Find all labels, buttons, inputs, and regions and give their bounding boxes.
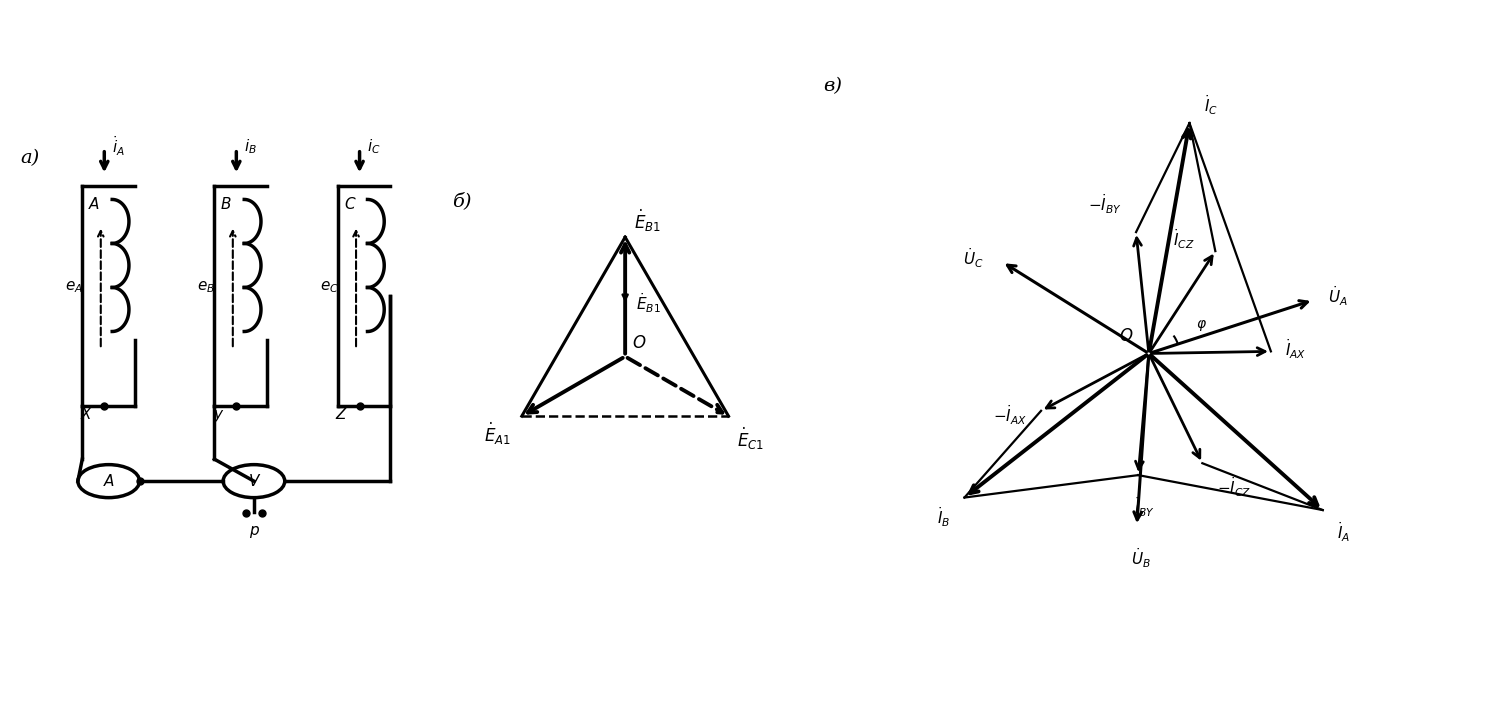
- Text: в): в): [824, 77, 843, 95]
- Text: $\dot{I}_{AX}$: $\dot{I}_{AX}$: [1285, 337, 1307, 361]
- Text: $\dot{U}_A$: $\dot{U}_A$: [1328, 284, 1347, 308]
- Text: O: O: [633, 334, 646, 351]
- Text: $\dot{I}_C$: $\dot{I}_C$: [1204, 93, 1217, 117]
- Text: $\dot{I}_{CZ}$: $\dot{I}_{CZ}$: [1173, 227, 1195, 251]
- Text: $\dot{E}_{B1}$: $\dot{E}_{B1}$: [636, 291, 661, 315]
- Text: $i_B$: $i_B$: [245, 137, 257, 156]
- Text: O: O: [1119, 327, 1132, 345]
- Text: $e_B$: $e_B$: [197, 280, 215, 296]
- Text: $\dot{U}_B$: $\dot{U}_B$: [1131, 547, 1150, 570]
- Text: $\dot{I}_{BY}$: $\dot{I}_{BY}$: [1134, 496, 1155, 519]
- Text: а): а): [21, 149, 40, 167]
- Text: $\dot{E}_{C1}$: $\dot{E}_{C1}$: [737, 426, 764, 452]
- Text: A: A: [103, 474, 113, 489]
- Text: $-\dot{I}_{AX}$: $-\dot{I}_{AX}$: [992, 403, 1026, 427]
- Text: X: X: [81, 407, 91, 422]
- Text: y: y: [213, 407, 222, 422]
- Text: $e_A$: $e_A$: [66, 280, 84, 296]
- Text: $\dot{I}_B$: $\dot{I}_B$: [937, 506, 950, 530]
- Text: $-\dot{I}_{CZ}$: $-\dot{I}_{CZ}$: [1216, 475, 1250, 499]
- Text: $\dot{E}_{A1}$: $\dot{E}_{A1}$: [483, 421, 512, 447]
- Text: $\dot{I}_A$: $\dot{I}_A$: [1337, 520, 1350, 544]
- Text: $i_C$: $i_C$: [367, 137, 380, 156]
- Text: V: V: [249, 474, 260, 489]
- Text: $\dot{U}_C$: $\dot{U}_C$: [964, 246, 983, 269]
- Text: Z: Z: [336, 407, 346, 422]
- Text: B: B: [221, 197, 231, 212]
- Text: $\varphi$: $\varphi$: [1195, 318, 1207, 333]
- Text: $-\dot{I}_{BY}$: $-\dot{I}_{BY}$: [1088, 192, 1122, 216]
- Text: C: C: [345, 197, 355, 212]
- Text: $\dot{E}_{B1}$: $\dot{E}_{B1}$: [634, 207, 661, 233]
- Text: $\dot{i}_A$: $\dot{i}_A$: [112, 135, 125, 158]
- Text: $e_C$: $e_C$: [319, 280, 339, 296]
- Text: A: A: [90, 197, 100, 212]
- Text: б): б): [452, 192, 471, 210]
- Text: p: p: [249, 523, 258, 538]
